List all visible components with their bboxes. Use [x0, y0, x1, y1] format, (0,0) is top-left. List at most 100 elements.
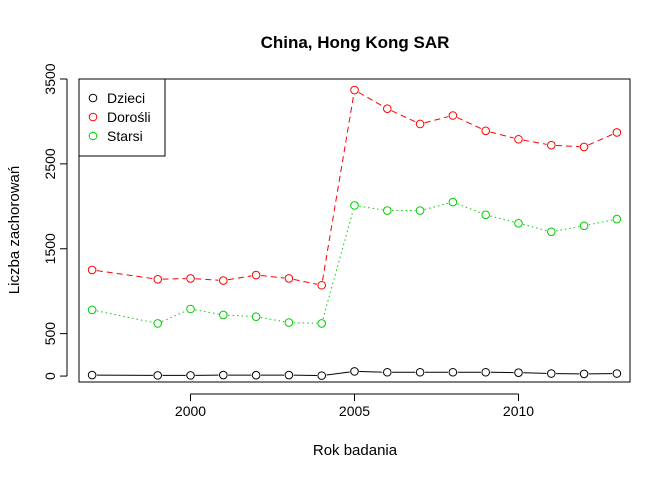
series-line-segment [96, 310, 154, 323]
y-axis: 0 500 1500 2500 3500 [42, 63, 68, 380]
data-point [350, 367, 359, 376]
data-point [251, 270, 261, 280]
series-line-segment [555, 226, 580, 232]
data-point [251, 370, 261, 380]
legend-marker [88, 112, 98, 122]
data-point [87, 305, 97, 315]
x-axis: 2000 2005 2010 [175, 393, 534, 419]
data-point [219, 370, 228, 380]
legend-label: Dzieci [107, 90, 145, 106]
data-point [415, 119, 425, 129]
data-point [350, 201, 359, 210]
series-line-segment [293, 278, 318, 285]
series-line-segment [358, 91, 384, 107]
x-axis-label: Rok badania [313, 442, 398, 459]
series-line-segment [490, 215, 514, 223]
data-point [481, 126, 490, 136]
y-tick-label: 0 [42, 372, 58, 380]
series-line-segment [424, 116, 449, 124]
y-tick-label: 3500 [42, 63, 58, 94]
data-point [579, 142, 589, 152]
data-point [317, 371, 327, 380]
series-line-segment [391, 110, 416, 123]
y-tick-label: 2500 [42, 148, 58, 179]
series-3 [87, 197, 622, 328]
data-point [382, 367, 392, 377]
data-point [87, 265, 97, 275]
x-tick-label: 2000 [175, 403, 206, 419]
data-point [284, 370, 294, 380]
series-line-segment [96, 270, 154, 280]
data-point [546, 140, 556, 150]
data-point [382, 206, 392, 215]
series-line-segment [588, 133, 613, 146]
series-line-segment [195, 309, 219, 315]
series-1 [87, 367, 622, 380]
data-point [579, 221, 589, 231]
data-point [514, 368, 523, 377]
x-tick-label: 2005 [339, 403, 370, 419]
series-line-segment [359, 371, 383, 373]
series-line-segment [523, 372, 547, 374]
series-line-segment [227, 275, 252, 281]
series-line-segment [260, 317, 285, 323]
data-point [153, 275, 163, 284]
data-point [415, 206, 425, 215]
data-point [481, 210, 490, 220]
data-point [514, 218, 523, 228]
x-tick-label: 2010 [503, 403, 534, 419]
legend: Dzieci Dorośli Starsi [78, 78, 166, 157]
series-line-segment [162, 278, 186, 280]
data-point [251, 312, 261, 321]
data-point [415, 367, 425, 377]
series-line-segment [424, 202, 449, 210]
plot-area-frame [78, 78, 631, 383]
series-line-segment [322, 209, 354, 319]
data-point [448, 111, 458, 120]
data-point [448, 197, 458, 207]
legend-label: Dorośli [107, 109, 151, 125]
y-tick-label: 1500 [42, 233, 58, 264]
data-point [153, 371, 163, 380]
data-point [579, 369, 589, 379]
series-2 [87, 85, 622, 290]
chart-title: China, Hong Kong SAR [261, 33, 450, 52]
data-point [284, 318, 294, 327]
series-line-segment [195, 278, 219, 281]
series-line-segment [523, 139, 547, 145]
data-point [481, 367, 490, 377]
series-line-segment [457, 203, 482, 214]
data-point [186, 274, 195, 283]
data-point [514, 134, 523, 144]
series-line-segment [359, 205, 383, 211]
y-axis-label: Liczba zachorowań [6, 166, 23, 294]
data-point [612, 214, 622, 224]
data-point [219, 276, 228, 285]
series-line-segment [457, 117, 482, 130]
data-point [153, 319, 163, 328]
legend-marker [88, 93, 98, 103]
legend-box [78, 78, 166, 157]
series-line-segment [490, 131, 514, 139]
data-point [186, 371, 195, 380]
series-line-segment [322, 94, 355, 281]
y-tick-label: 500 [42, 322, 58, 346]
data-point [317, 280, 327, 290]
data-point [612, 128, 622, 137]
data-point [546, 227, 556, 237]
data-point [219, 310, 228, 320]
series-line-segment [326, 371, 350, 376]
series-line-segment [556, 144, 580, 148]
series-line-segment [228, 314, 252, 317]
data-point [382, 104, 392, 114]
legend-marker [88, 131, 98, 141]
series-line-segment [260, 275, 285, 279]
series-line-segment [161, 310, 187, 322]
data-point [546, 369, 556, 378]
data-point [612, 369, 622, 378]
series-layer [87, 85, 622, 380]
data-point [350, 85, 359, 95]
series-line-segment [588, 219, 613, 226]
data-point [448, 367, 458, 377]
